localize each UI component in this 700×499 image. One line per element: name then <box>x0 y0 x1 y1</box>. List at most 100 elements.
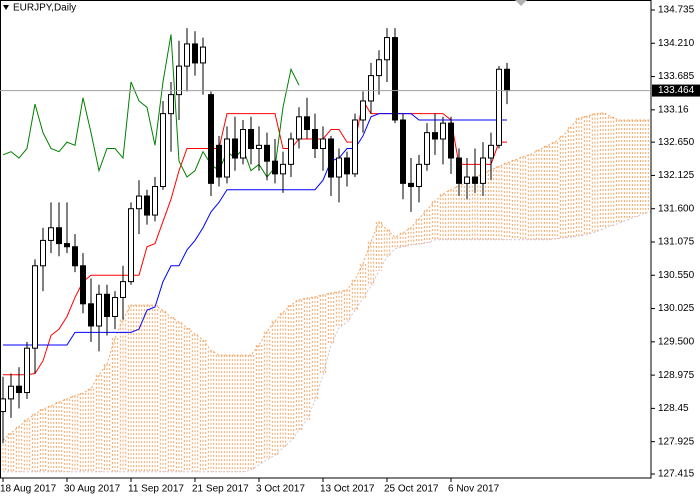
candle-body <box>432 132 438 140</box>
candle-body <box>232 138 238 159</box>
chart-shift-marker[interactable] <box>515 0 527 6</box>
x-tick-label: 6 Nov 2017 <box>448 484 500 495</box>
candle-body <box>192 43 198 64</box>
candle-body <box>24 347 30 394</box>
candle-body <box>216 144 222 178</box>
candle-body <box>32 265 38 349</box>
candle-body <box>440 122 446 140</box>
candle-body <box>240 128 246 159</box>
candle-body <box>272 160 278 175</box>
plot-area <box>0 28 651 473</box>
candle-body <box>16 385 22 394</box>
x-tick-label: 3 Oct 2017 <box>256 484 305 495</box>
y-tick-label: 132.650 <box>658 137 695 148</box>
candle-body <box>328 138 334 178</box>
x-tick-label: 11 Sep 2017 <box>128 484 184 495</box>
candle-body <box>392 37 398 121</box>
y-tick-label: 127.925 <box>658 436 695 447</box>
candle-body <box>472 176 478 184</box>
candle-body <box>256 144 262 150</box>
candle-body <box>464 176 470 184</box>
indicator-line <box>3 113 507 346</box>
cloud-edge <box>3 211 651 473</box>
candle-body <box>144 195 150 216</box>
candle-body <box>224 138 230 178</box>
candle-body <box>120 281 126 298</box>
candle-body <box>376 59 382 77</box>
candle-body <box>104 293 110 317</box>
candle-body <box>176 65 182 96</box>
candle-body <box>8 385 14 400</box>
y-tick-label: 134.735 <box>658 5 695 16</box>
y-tick-label: 128.975 <box>658 370 695 381</box>
candle-body <box>360 100 366 121</box>
candle-body <box>0 398 6 413</box>
last-price-label: 133.464 <box>658 85 695 96</box>
candle-body <box>416 163 422 188</box>
candle-body <box>264 144 270 162</box>
candle-body <box>488 144 494 159</box>
candle-body <box>320 138 326 150</box>
candle-body <box>344 157 350 175</box>
candle-body <box>48 227 54 241</box>
candle-body <box>312 128 318 150</box>
indicator-line <box>2 34 300 178</box>
candle-body <box>208 94 214 184</box>
candle-body <box>80 265 86 305</box>
last-price-box <box>652 84 700 97</box>
candle-body <box>456 157 462 184</box>
candle-body <box>72 246 78 267</box>
candle-body <box>136 195 142 210</box>
candle-body <box>160 113 166 188</box>
chart-title: EURJPY,Daily <box>13 3 76 14</box>
candle-body <box>56 227 62 245</box>
y-tick-label: 127.415 <box>658 469 695 480</box>
y-tick-label: 128.45 <box>658 403 689 414</box>
candle-body <box>480 157 486 184</box>
y-tick-label: 129.500 <box>658 336 695 347</box>
y-tick-label: 130.025 <box>658 303 695 314</box>
y-tick-label: 133.685 <box>658 71 695 82</box>
y-tick-label: 134.210 <box>658 38 695 49</box>
candle-body <box>96 293 102 327</box>
candle-body <box>424 132 430 165</box>
candle-body <box>40 239 46 267</box>
candle-body <box>368 75 374 102</box>
candle-body <box>200 46 206 64</box>
cloud-edge <box>2 112 651 441</box>
candle-body <box>400 119 406 184</box>
candle-body <box>336 157 342 178</box>
x-tick-label: 18 Aug 2017 <box>0 484 57 495</box>
candle-body <box>64 243 70 248</box>
candle-body <box>504 68 510 92</box>
candle-body <box>304 116 310 130</box>
candle-body <box>168 94 174 115</box>
candle-body <box>112 296 118 317</box>
candle-body <box>288 138 294 165</box>
candle-body <box>352 119 358 175</box>
y-tick-label: 133.16 <box>658 104 689 115</box>
candle-body <box>88 303 94 327</box>
candle-body <box>496 68 502 146</box>
x-tick-label: 25 Oct 2017 <box>384 484 439 495</box>
x-tick-label: 30 Aug 2017 <box>64 484 121 495</box>
indicator-line <box>3 99 507 376</box>
candle-body <box>280 163 286 175</box>
candle-body <box>408 182 414 188</box>
y-tick-label: 131.075 <box>658 237 695 248</box>
candle-body <box>184 43 190 67</box>
candle-body <box>296 116 302 140</box>
candle-body <box>128 208 134 283</box>
candle-body <box>384 37 390 61</box>
candle-body <box>248 128 254 150</box>
y-tick-label: 131.600 <box>658 203 695 214</box>
y-tick-label: 132.125 <box>658 170 695 181</box>
plot-frame <box>0 0 652 479</box>
x-tick-label: 13 Oct 2017 <box>320 484 375 495</box>
y-tick-label: 130.550 <box>658 270 695 281</box>
x-tick-label: 21 Sep 2017 <box>192 484 249 495</box>
menu-arrow[interactable] <box>3 5 9 10</box>
